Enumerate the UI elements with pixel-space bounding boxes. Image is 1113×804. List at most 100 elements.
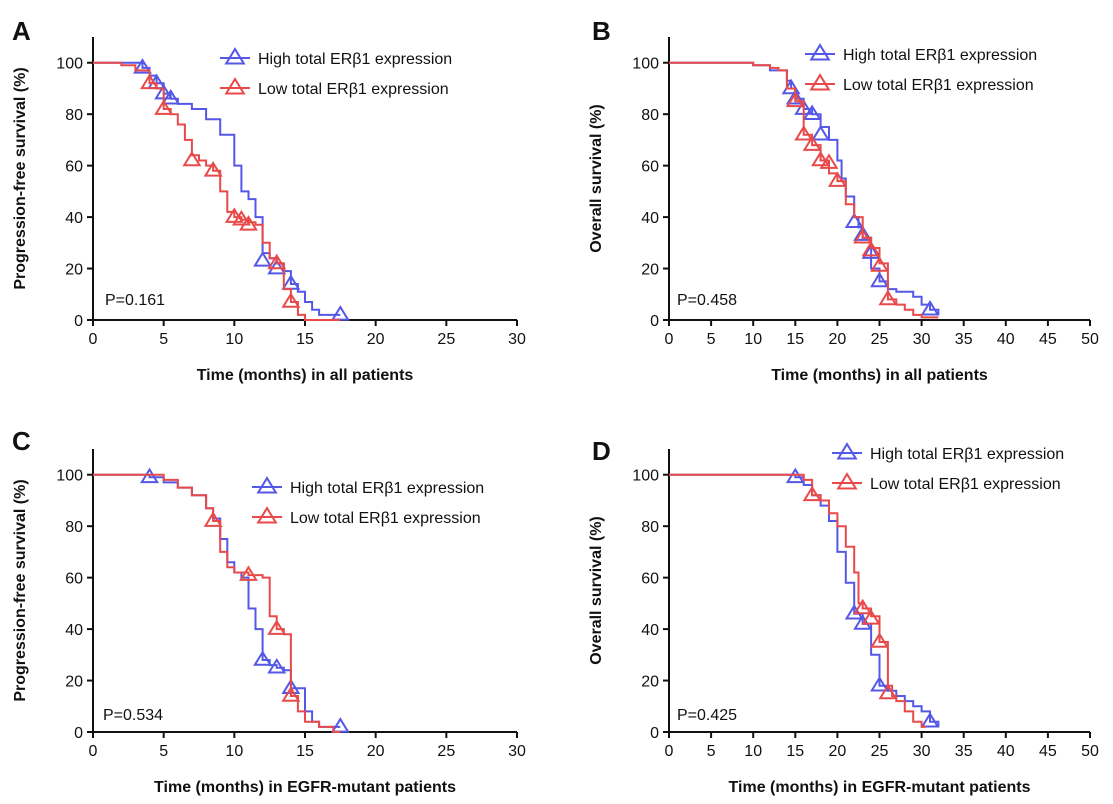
legend-marker bbox=[224, 47, 246, 65]
censor-marker-low bbox=[802, 135, 822, 151]
x-tick-label: 0 bbox=[89, 331, 98, 348]
censor-marker-low bbox=[861, 240, 881, 257]
y-tick-label: 80 bbox=[65, 107, 83, 124]
x-tick-label: 5 bbox=[159, 331, 168, 348]
x-tick-label: 30 bbox=[508, 331, 526, 348]
y-tick-label: 40 bbox=[641, 622, 659, 639]
censor-marker-low bbox=[203, 511, 223, 527]
legend-marker bbox=[256, 506, 278, 524]
series-line-high bbox=[669, 473, 940, 727]
panel-letter: C bbox=[12, 426, 31, 456]
censor-marker-high bbox=[785, 467, 805, 484]
y-tick-label: 20 bbox=[641, 674, 659, 691]
legend-entry-low: Low total ERβ1 expression bbox=[220, 77, 449, 98]
legend-label: Low total ERβ1 expression bbox=[258, 81, 449, 98]
censor-marker-low bbox=[785, 91, 805, 108]
censor-marker-low bbox=[878, 289, 898, 306]
x-tick-label: 25 bbox=[437, 331, 455, 348]
x-axis-title: Time (months) in all patients bbox=[197, 367, 414, 384]
censor-marker-high bbox=[267, 657, 287, 674]
y-tick-label: 80 bbox=[65, 519, 83, 536]
censor-marker-low bbox=[281, 292, 301, 308]
legend-label: High total ERβ1 expression bbox=[843, 47, 1037, 64]
y-tick-label: 100 bbox=[632, 56, 659, 73]
x-tick-label: 25 bbox=[871, 743, 889, 760]
censor-marker-low bbox=[878, 683, 898, 700]
x-tick-label: 15 bbox=[296, 331, 314, 348]
censor-marker-high bbox=[870, 675, 889, 692]
censor-marker-low bbox=[861, 609, 881, 625]
censor-marker-low bbox=[794, 125, 814, 141]
censor-marker-low bbox=[870, 632, 889, 648]
x-tick-label: 5 bbox=[159, 743, 168, 760]
x-tick-label: 20 bbox=[367, 331, 385, 348]
y-tick-label: 20 bbox=[65, 262, 83, 279]
y-axis-title: Progression-free survival (%) bbox=[12, 67, 29, 289]
x-tick-label: 30 bbox=[913, 331, 931, 348]
panel-A: A 0 20 40 60 80 100 0 5 10 15 20 25 30 Time (months) i… bbox=[12, 16, 526, 384]
y-tick-label: 0 bbox=[650, 313, 659, 330]
x-tick-label: 10 bbox=[225, 743, 243, 760]
x-tick-label: 40 bbox=[997, 331, 1015, 348]
legend-marker bbox=[836, 472, 858, 490]
censor-marker-high bbox=[802, 104, 822, 120]
censor-marker-high bbox=[330, 717, 350, 733]
legend-marker bbox=[836, 442, 858, 460]
censor-marker-high bbox=[920, 299, 940, 316]
legend-marker bbox=[809, 43, 831, 61]
x-tick-label: 30 bbox=[913, 743, 931, 760]
legend-entry-low: Low total ERβ1 expression bbox=[252, 506, 481, 527]
censor-marker-high bbox=[844, 603, 864, 620]
censor-marker-high bbox=[330, 305, 350, 321]
legend-label: High total ERβ1 expression bbox=[870, 446, 1064, 463]
y-tick-label: 40 bbox=[641, 210, 659, 227]
censor-marker-low bbox=[231, 209, 251, 226]
panel-D: D 0 20 40 60 80 100 0 5 10 15 20 25 30 35 40 45 50 Time (m… bbox=[588, 436, 1099, 796]
censor-marker-low bbox=[238, 565, 258, 581]
panel-C: C 0 20 40 60 80 100 0 5 10 15 20 25 30 Time (months) i… bbox=[12, 426, 526, 796]
y-tick-label: 0 bbox=[650, 725, 659, 742]
censor-marker-high bbox=[132, 58, 152, 74]
censor-marker-low bbox=[281, 686, 301, 702]
y-tick-label: 20 bbox=[641, 262, 659, 279]
y-tick-label: 0 bbox=[74, 313, 83, 330]
censor-marker-low bbox=[811, 150, 831, 167]
y-tick-label: 40 bbox=[65, 622, 83, 639]
censor-marker-high bbox=[253, 251, 273, 267]
x-tick-label: 20 bbox=[829, 331, 847, 348]
y-tick-label: 100 bbox=[56, 468, 83, 485]
y-tick-label: 100 bbox=[56, 56, 83, 73]
censor-marker-high bbox=[253, 650, 273, 666]
panel-letter: B bbox=[592, 16, 611, 46]
panel-letter: D bbox=[592, 436, 611, 466]
x-tick-label: 10 bbox=[225, 331, 243, 348]
series-line-low bbox=[93, 61, 341, 321]
x-tick-label: 20 bbox=[829, 743, 847, 760]
censor-marker-high bbox=[161, 89, 181, 105]
censor-marker-high bbox=[920, 711, 940, 728]
legend-entry-high: High total ERβ1 expression bbox=[832, 442, 1064, 463]
y-tick-label: 80 bbox=[641, 107, 659, 124]
censor-marker-low bbox=[267, 253, 287, 270]
legend-entry-low: Low total ERβ1 expression bbox=[805, 73, 1034, 94]
x-tick-label: 50 bbox=[1081, 331, 1099, 348]
p-value: P=0.161 bbox=[105, 292, 165, 309]
y-tick-label: 20 bbox=[65, 674, 83, 691]
legend-label: Low total ERβ1 expression bbox=[870, 476, 1061, 493]
x-axis-title: Time (months) in EGFR-mutant patients bbox=[154, 779, 456, 796]
censor-marker-low bbox=[182, 150, 202, 167]
legend-marker bbox=[809, 73, 831, 91]
y-axis-title: Overall survival (%) bbox=[588, 104, 605, 253]
censor-marker-low bbox=[154, 99, 174, 115]
series-line-high bbox=[669, 61, 940, 315]
x-tick-label: 40 bbox=[997, 743, 1015, 760]
legend-marker bbox=[256, 476, 278, 494]
censor-marker-low bbox=[827, 171, 847, 187]
y-axis-title: Progression-free survival (%) bbox=[12, 479, 29, 701]
x-tick-label: 10 bbox=[744, 331, 762, 348]
x-tick-label: 50 bbox=[1081, 743, 1099, 760]
x-tick-label: 25 bbox=[871, 331, 889, 348]
legend-label: Low total ERβ1 expression bbox=[843, 77, 1034, 94]
y-tick-label: 60 bbox=[641, 571, 659, 588]
